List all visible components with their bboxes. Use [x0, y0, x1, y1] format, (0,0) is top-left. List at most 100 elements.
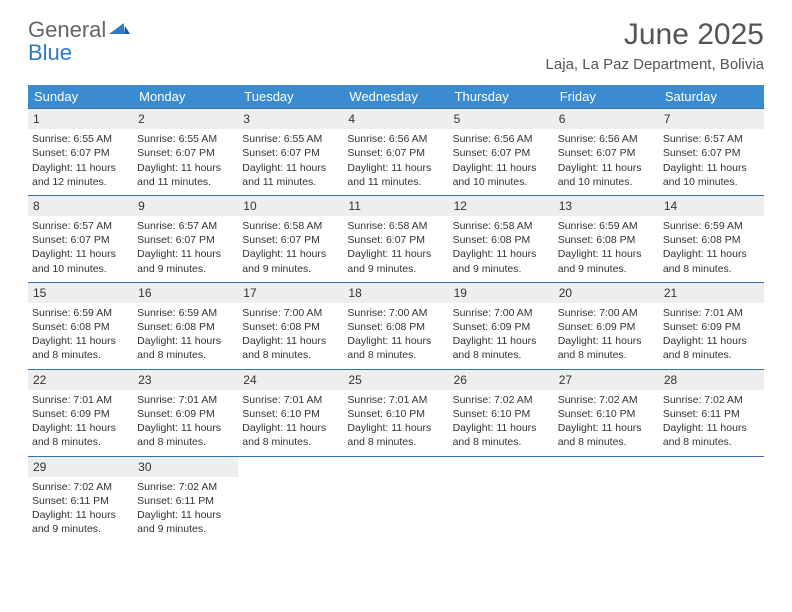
- sunrise-text: Sunrise: 7:00 AM: [453, 306, 550, 320]
- day-cell: 25Sunrise: 7:01 AMSunset: 6:10 PMDayligh…: [343, 370, 448, 456]
- day-number: 25: [343, 370, 448, 390]
- daylight-text: and 10 minutes.: [32, 262, 129, 276]
- weekday-label: Saturday: [659, 85, 764, 108]
- sunset-text: Sunset: 6:08 PM: [347, 320, 444, 334]
- day-cell: 29Sunrise: 7:02 AMSunset: 6:11 PMDayligh…: [28, 457, 133, 543]
- sunrise-text: Sunrise: 6:58 AM: [453, 219, 550, 233]
- day-cell: 21Sunrise: 7:01 AMSunset: 6:09 PMDayligh…: [659, 283, 764, 369]
- weekday-label: Tuesday: [238, 85, 343, 108]
- day-cell: [554, 457, 659, 543]
- sunset-text: Sunset: 6:09 PM: [32, 407, 129, 421]
- day-number: 8: [28, 196, 133, 216]
- sunrise-text: Sunrise: 6:55 AM: [137, 132, 234, 146]
- weekday-label: Friday: [554, 85, 659, 108]
- daylight-text: and 9 minutes.: [32, 522, 129, 536]
- daylight-text: Daylight: 11 hours: [453, 334, 550, 348]
- day-number: 3: [238, 109, 343, 129]
- calendar-week: 1Sunrise: 6:55 AMSunset: 6:07 PMDaylight…: [28, 108, 764, 195]
- day-cell: [449, 457, 554, 543]
- daylight-text: and 8 minutes.: [453, 348, 550, 362]
- sunset-text: Sunset: 6:08 PM: [242, 320, 339, 334]
- day-number: 23: [133, 370, 238, 390]
- day-cell: 3Sunrise: 6:55 AMSunset: 6:07 PMDaylight…: [238, 109, 343, 195]
- sunset-text: Sunset: 6:10 PM: [347, 407, 444, 421]
- day-cell: 12Sunrise: 6:58 AMSunset: 6:08 PMDayligh…: [449, 196, 554, 282]
- page-header: GeneralBlue June 2025 Laja, La Paz Depar…: [0, 0, 792, 77]
- day-cell: [343, 457, 448, 543]
- weekday-label: Thursday: [449, 85, 554, 108]
- daylight-text: Daylight: 11 hours: [242, 247, 339, 261]
- day-cell: 30 Sunrise: 7:02 AMSunset: 6:11 PMDayligh…: [133, 457, 238, 543]
- day-cell: 8Sunrise: 6:57 AMSunset: 6:07 PMDaylight…: [28, 196, 133, 282]
- day-number: 29: [28, 457, 133, 477]
- sunrise-text: Sunrise: 6:57 AM: [137, 219, 234, 233]
- day-number: 12: [449, 196, 554, 216]
- day-number: 18: [343, 283, 448, 303]
- sunrise-text: Sunrise: 6:56 AM: [453, 132, 550, 146]
- calendar-week: 29Sunrise: 7:02 AMSunset: 6:11 PMDayligh…: [28, 456, 764, 543]
- daylight-text: Daylight: 11 hours: [347, 247, 444, 261]
- sunset-text: Sunset: 6:11 PM: [663, 407, 760, 421]
- day-cell: 22Sunrise: 7:01 AMSunset: 6:09 PMDayligh…: [28, 370, 133, 456]
- day-cell: 6Sunrise: 6:56 AMSunset: 6:07 PMDaylight…: [554, 109, 659, 195]
- day-number: 2: [133, 109, 238, 129]
- daylight-text: Daylight: 11 hours: [137, 161, 234, 175]
- daylight-text: and 11 minutes.: [347, 175, 444, 189]
- sunset-text: Sunset: 6:09 PM: [558, 320, 655, 334]
- daylight-text: Daylight: 11 hours: [32, 508, 129, 522]
- daylight-text: Daylight: 11 hours: [137, 334, 234, 348]
- sunset-text: Sunset: 6:11 PM: [137, 494, 234, 508]
- daylight-text: and 11 minutes.: [137, 175, 234, 189]
- day-cell: 11Sunrise: 6:58 AMSunset: 6:07 PMDayligh…: [343, 196, 448, 282]
- sunset-text: Sunset: 6:10 PM: [558, 407, 655, 421]
- daylight-text: and 8 minutes.: [663, 435, 760, 449]
- day-cell: 28Sunrise: 7:02 AMSunset: 6:11 PMDayligh…: [659, 370, 764, 456]
- sunrise-text: Sunrise: 7:01 AM: [347, 393, 444, 407]
- day-cell: [659, 457, 764, 543]
- day-number: 24: [238, 370, 343, 390]
- sunset-text: Sunset: 6:08 PM: [663, 233, 760, 247]
- weekday-label: Sunday: [28, 85, 133, 108]
- daylight-text: Daylight: 11 hours: [663, 421, 760, 435]
- daylight-text: Daylight: 11 hours: [558, 247, 655, 261]
- day-number: 5: [449, 109, 554, 129]
- day-number: 13: [554, 196, 659, 216]
- daylight-text: and 10 minutes.: [663, 175, 760, 189]
- day-number: 11: [343, 196, 448, 216]
- sunset-text: Sunset: 6:08 PM: [32, 320, 129, 334]
- day-cell: 7Sunrise: 6:57 AMSunset: 6:07 PMDaylight…: [659, 109, 764, 195]
- sunrise-text: Sunrise: 7:01 AM: [32, 393, 129, 407]
- sunrise-text: Sunrise: 6:55 AM: [242, 132, 339, 146]
- day-cell: 20Sunrise: 7:00 AMSunset: 6:09 PMDayligh…: [554, 283, 659, 369]
- daylight-text: and 8 minutes.: [137, 348, 234, 362]
- day-cell: 5Sunrise: 6:56 AMSunset: 6:07 PMDaylight…: [449, 109, 554, 195]
- sunrise-text: Sunrise: 7:02 AM: [137, 480, 234, 494]
- daylight-text: Daylight: 11 hours: [558, 421, 655, 435]
- daylight-text: Daylight: 11 hours: [137, 508, 234, 522]
- daylight-text: Daylight: 11 hours: [32, 161, 129, 175]
- daylight-text: Daylight: 11 hours: [453, 247, 550, 261]
- day-cell: 23Sunrise: 7:01 AMSunset: 6:09 PMDayligh…: [133, 370, 238, 456]
- day-cell: 15Sunrise: 6:59 AMSunset: 6:08 PMDayligh…: [28, 283, 133, 369]
- daylight-text: and 11 minutes.: [242, 175, 339, 189]
- calendar-week: 22Sunrise: 7:01 AMSunset: 6:09 PMDayligh…: [28, 369, 764, 456]
- sunrise-text: Sunrise: 6:57 AM: [32, 219, 129, 233]
- sunset-text: Sunset: 6:07 PM: [242, 146, 339, 160]
- daylight-text: and 10 minutes.: [558, 175, 655, 189]
- sunset-text: Sunset: 6:11 PM: [32, 494, 129, 508]
- daylight-text: Daylight: 11 hours: [137, 421, 234, 435]
- day-cell: 13Sunrise: 6:59 AMSunset: 6:08 PMDayligh…: [554, 196, 659, 282]
- day-cell: 10Sunrise: 6:58 AMSunset: 6:07 PMDayligh…: [238, 196, 343, 282]
- day-number: 30: [133, 457, 238, 477]
- day-cell: 19Sunrise: 7:00 AMSunset: 6:09 PMDayligh…: [449, 283, 554, 369]
- daylight-text: Daylight: 11 hours: [347, 334, 444, 348]
- sunset-text: Sunset: 6:07 PM: [347, 233, 444, 247]
- day-number: 10: [238, 196, 343, 216]
- daylight-text: and 8 minutes.: [137, 435, 234, 449]
- daylight-text: Daylight: 11 hours: [242, 421, 339, 435]
- calendar-grid: 1Sunrise: 6:55 AMSunset: 6:07 PMDaylight…: [28, 108, 764, 542]
- day-number: 19: [449, 283, 554, 303]
- daylight-text: and 8 minutes.: [347, 435, 444, 449]
- daylight-text: Daylight: 11 hours: [32, 247, 129, 261]
- day-number: 17: [238, 283, 343, 303]
